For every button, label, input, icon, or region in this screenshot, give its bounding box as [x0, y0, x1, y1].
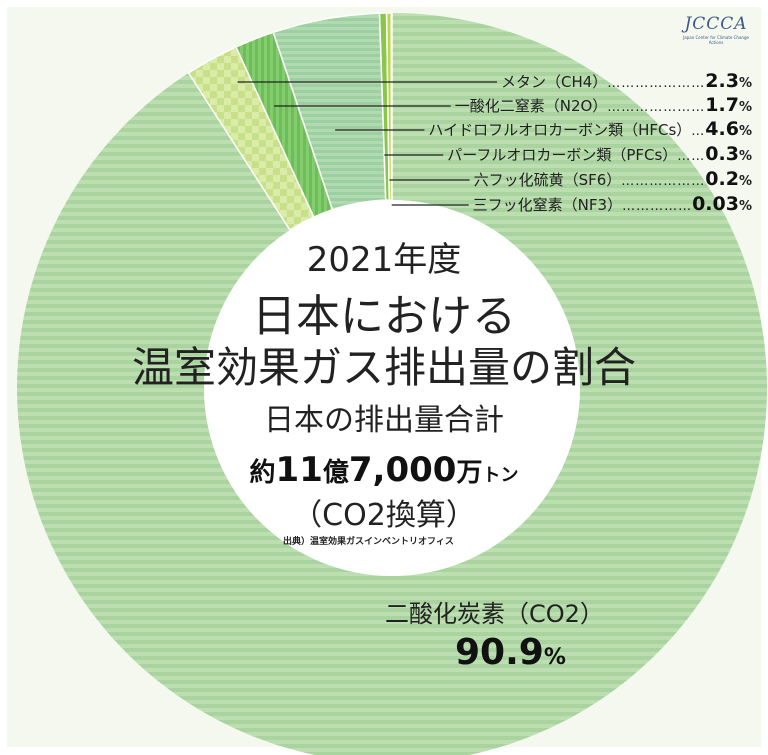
legend-dots-n2o: …………………	[607, 100, 706, 115]
legend-unit-n2o: %	[738, 100, 752, 115]
legend-dots-sf6: ………………	[621, 174, 706, 189]
title-year: 2021年度	[306, 240, 462, 280]
legend-dots-pfcs: ……	[677, 149, 706, 164]
legend-dots-nf3: ……………	[622, 199, 693, 214]
legend-value-n2o: 1.7	[705, 94, 739, 116]
legend-row-n2o: 一酸化二窒素（N2O）…………………1.7%	[455, 94, 752, 116]
legend-value-nf3: 0.03	[692, 193, 739, 215]
title-line1: 日本における	[252, 291, 516, 342]
legend-value-sf6: 0.2	[705, 168, 739, 190]
slice-co2	[17, 13, 767, 755]
title-line2: 温室効果ガス排出量の割合	[131, 343, 636, 392]
co2-value: 90.9%	[455, 632, 566, 673]
legend-unit-sf6: %	[738, 174, 752, 189]
co2-value-number: 90.9	[455, 632, 544, 673]
total-amount: 約11億7,000万トン	[0, 450, 768, 490]
total-number-2: 7,000	[348, 450, 457, 490]
legend-unit-ch4: %	[738, 76, 752, 91]
total-word-2: 万	[456, 458, 483, 488]
total-word-1: 億	[322, 458, 349, 488]
logo-subtitle: Japan Center for Climate Change Actions	[683, 35, 749, 45]
legend-dots-hfcs: …	[691, 124, 706, 139]
leader-lines	[237, 81, 497, 206]
co2-value-unit: %	[543, 645, 566, 670]
total-unit: トン	[482, 465, 519, 486]
legend-row-sf6: 六フッ化硫黄（SF6）………………0.2%	[474, 168, 752, 190]
co2-label: 二酸化炭素（CO2）	[385, 600, 604, 628]
jccca-logo: JCCCA Japan Center for Climate Change Ac…	[676, 14, 756, 54]
legend-row-nf3: 三フッ化窒素（NF3）……………0.03%	[473, 193, 752, 215]
donut-hole	[204, 200, 580, 576]
total-label: 日本の排出量合計	[264, 403, 504, 438]
legend-name-sf6: 六フッ化硫黄（SF6）	[473, 171, 622, 189]
legend-unit-hfcs: %	[738, 124, 752, 139]
total-prefix: 約	[249, 458, 276, 488]
legend-unit-nf3: %	[738, 199, 752, 214]
source-note: 出典）温室効果ガスインベントリオフィス	[283, 537, 454, 547]
legend-row-pfcs: パーフルオロカーボン類（PFCs）……0.3%	[447, 143, 752, 165]
legend-dots-ch4: …………………	[607, 76, 706, 91]
legend-value-hfcs: 4.6	[705, 118, 739, 140]
legend-name-ch4: メタン（CH4）	[500, 73, 608, 91]
legend-name-pfcs: パーフルオロカーボン類（PFCs）	[447, 146, 678, 164]
legend-row-hfcs: ハイドロフルオロカーボン類（HFCs）…4.6%	[428, 118, 752, 140]
logo-text: JCCCA	[684, 14, 748, 34]
legend-value-ch4: 2.3	[705, 70, 739, 92]
legend-name-hfcs: ハイドロフルオロカーボン類（HFCs）	[428, 121, 692, 139]
legend-unit-pfcs: %	[738, 149, 752, 164]
total-note: （CO2換算）	[292, 498, 476, 533]
legend-value-pfcs: 0.3	[705, 143, 739, 165]
total-number-1: 11	[275, 450, 323, 490]
legend-name-nf3: 三フッ化窒素（NF3）	[472, 196, 623, 214]
legend-row-ch4: メタン（CH4）…………………2.3%	[501, 70, 752, 92]
legend-name-n2o: 一酸化二窒素（N2O）	[454, 97, 608, 115]
